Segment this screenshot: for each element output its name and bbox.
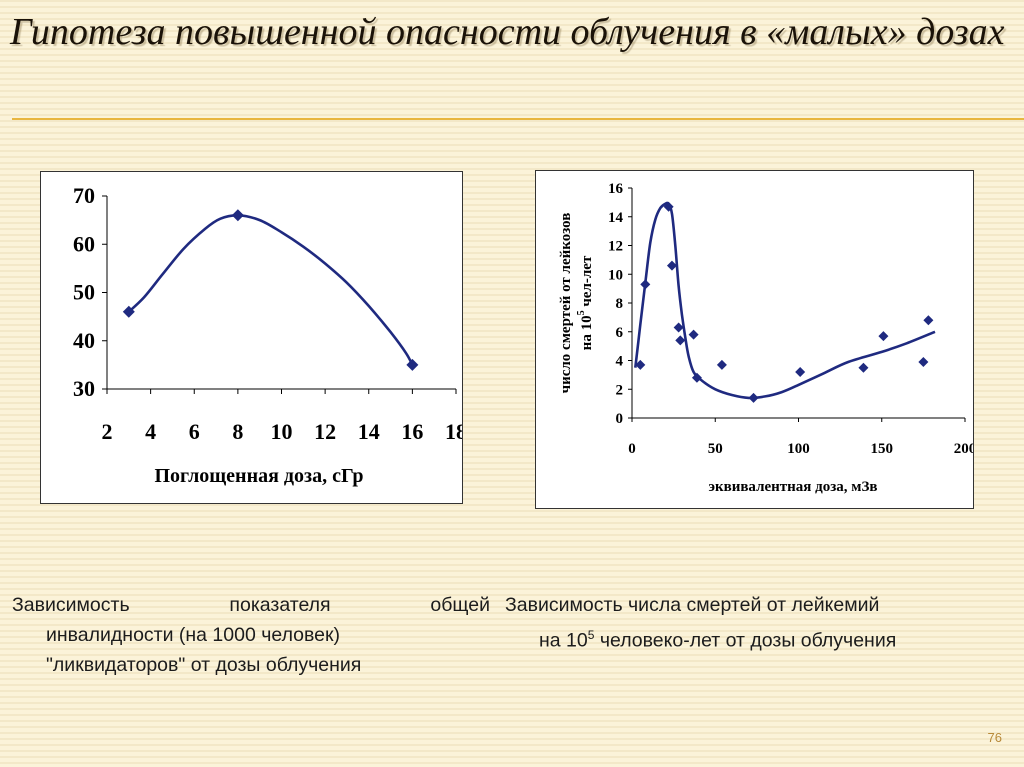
x-tick-label: 16 <box>401 419 423 444</box>
y-tick-label: 10 <box>608 267 623 283</box>
chart-left-svg: 30 40 50 60 70 2 4 6 8 10 12 14 16 18 Поглощенная до… <box>73 183 467 487</box>
y-tick-label: 60 <box>73 231 95 256</box>
y-tick-label: 14 <box>608 210 624 226</box>
data-point-marker <box>406 358 419 371</box>
x-tick-label: 6 <box>189 419 200 444</box>
data-point-marker <box>640 279 651 290</box>
caption-left-line1: Зависимость показателя общей <box>12 594 490 616</box>
chart-disability-vs-dose: 30 40 50 60 70 2 4 6 8 10 12 14 16 18 Поглощенная до… <box>40 171 467 504</box>
x-tick-label: 50 <box>708 441 723 457</box>
x-tick-label: 4 <box>145 419 156 444</box>
data-point-marker <box>673 322 684 333</box>
y-tick-label: 8 <box>616 296 624 312</box>
x-tick-label: 2 <box>102 419 113 444</box>
disability-trend-line <box>127 213 414 366</box>
x-tick-label: 18 <box>445 419 462 444</box>
x-axis-label: эквивалентная доза, мЗв <box>708 479 877 495</box>
x-tick-label: 200 <box>954 441 973 457</box>
caption-left-line3: "ликвидаторов" от дозы облучения <box>46 654 362 676</box>
data-point-marker <box>122 305 135 318</box>
title-underline <box>12 118 1024 120</box>
data-point-marker <box>858 362 869 373</box>
x-tick-label: 0 <box>628 441 636 457</box>
y-tick-label: 16 <box>608 181 624 197</box>
y-axis-label-line1: число смертей от лейкозов <box>558 213 574 394</box>
chart-right-svg: 0 2 4 6 8 10 12 14 16 0 50 100 150 200 эквивалентная… <box>558 181 976 495</box>
chart-leukemia-deaths-vs-dose: 0 2 4 6 8 10 12 14 16 0 50 100 150 200 эквивалентная… <box>535 170 976 509</box>
data-point-marker <box>635 359 646 370</box>
caption-right: Зависимость числа смертей от лейкемий на… <box>505 590 1017 656</box>
y-tick-label: 2 <box>616 382 624 398</box>
data-point-marker <box>231 209 244 222</box>
y-tick-label: 12 <box>608 239 623 255</box>
x-axis-label: Поглощенная доза, сГр <box>154 465 363 487</box>
caption-right-line1: Зависимость числа смертей от лейкемий <box>505 594 880 616</box>
slide-title: Гипотеза повышенной опасности облучения … <box>10 11 1005 53</box>
data-point-marker <box>748 392 759 403</box>
y-tick-label: 6 <box>616 325 624 341</box>
data-point-marker <box>663 201 674 212</box>
data-point-marker <box>688 329 699 340</box>
caption-left-line2: инвалидности (на 1000 человек) <box>46 624 341 646</box>
y-tick-label: 30 <box>73 376 95 401</box>
x-tick-label: 12 <box>314 419 336 444</box>
y-tick-label: 40 <box>73 328 95 353</box>
page-number: 76 <box>987 730 1002 745</box>
data-point-marker <box>923 315 934 326</box>
data-point-marker <box>878 331 889 342</box>
x-tick-label: 14 <box>358 419 380 444</box>
data-point-marker <box>666 260 677 271</box>
x-tick-label: 8 <box>232 419 243 444</box>
x-tick-label: 100 <box>787 441 810 457</box>
leukemia-trend-line <box>634 201 936 400</box>
data-point-marker <box>691 372 702 383</box>
caption-right-line2: на 105 человеко-лет от дозы облучения <box>539 628 897 652</box>
caption-left: Зависимость показателя общей инвалидност… <box>12 590 490 680</box>
x-tick-label: 10 <box>271 419 293 444</box>
x-tick-label: 150 <box>871 441 894 457</box>
data-point-marker <box>716 359 727 370</box>
data-point-marker <box>918 356 929 367</box>
data-point-marker <box>675 335 686 346</box>
y-tick-label: 0 <box>616 411 624 427</box>
data-point-marker <box>795 367 806 377</box>
y-tick-label: 70 <box>73 183 95 208</box>
y-tick-label: 50 <box>73 280 95 305</box>
y-tick-label: 4 <box>616 354 624 370</box>
y-axis-label-line2: на 105 чел-лет <box>576 255 595 350</box>
